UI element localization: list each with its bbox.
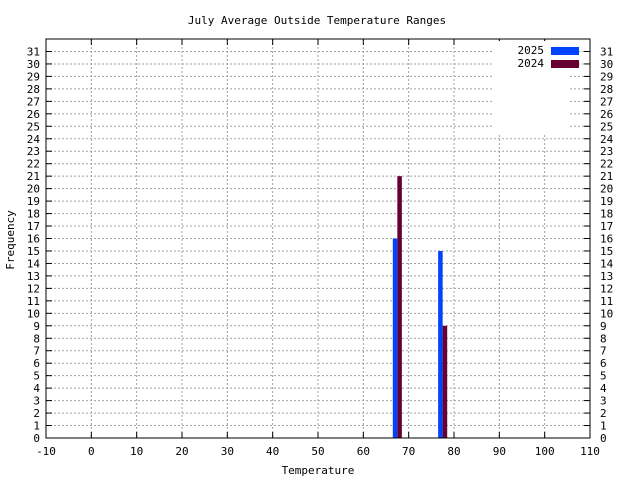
y-tick-label-left: 17 [27, 220, 40, 233]
y-tick-label-right: 19 [600, 195, 613, 208]
y-tick-label-left: 22 [27, 158, 40, 171]
bar-2025 [438, 250, 443, 438]
y-tick-label-left: 9 [33, 320, 40, 333]
y-tick-label-left: 6 [33, 357, 40, 370]
y-tick-label-right: 25 [600, 120, 613, 133]
y-tick-label-left: 2 [33, 407, 40, 420]
y-tick-label-left: 12 [27, 282, 40, 295]
y-tick-label-left: 3 [33, 395, 40, 408]
y-tick-label-right: 16 [600, 233, 613, 246]
y-tick-label-left: 18 [27, 208, 40, 221]
legend-swatch [551, 47, 579, 55]
bar-2024 [442, 325, 448, 438]
y-tick-label-right: 21 [600, 170, 613, 183]
chart-title: July Average Outside Temperature Ranges [188, 14, 446, 27]
y-tick-label-right: 28 [600, 83, 613, 96]
bar-2024 [397, 176, 402, 438]
y-tick-label-right: 30 [600, 58, 613, 71]
legend-box [492, 41, 570, 133]
bars [392, 176, 448, 438]
y-tick-label-left: 23 [27, 145, 40, 158]
y-tick-label-right: 1 [600, 420, 607, 433]
y-tick-label-right: 3 [600, 395, 607, 408]
y-tick-label-right: 7 [600, 345, 607, 358]
y-tick-label-left: 11 [27, 295, 40, 308]
y-tick-label-left: 19 [27, 195, 40, 208]
x-axis-label: Temperature [282, 464, 355, 477]
y-tick-label-left: 7 [33, 345, 40, 358]
y-tick-label-left: 21 [27, 170, 40, 183]
y-tick-label-right: 0 [600, 432, 607, 445]
y-tick-label-right: 17 [600, 220, 613, 233]
y-tick-label-right: 23 [600, 145, 613, 158]
x-tick-label: 70 [402, 445, 415, 458]
y-tick-label-right: 18 [600, 208, 613, 221]
y-tick-label-left: 30 [27, 58, 40, 71]
x-tick-label: -10 [36, 445, 56, 458]
grid [46, 39, 590, 438]
x-tick-label: 40 [266, 445, 279, 458]
y-tick-label-left: 26 [27, 108, 40, 121]
bar-2025 [392, 238, 398, 438]
y-tick-label-left: 28 [27, 83, 40, 96]
x-tick-label: 100 [535, 445, 555, 458]
y-axis-label: Frequency [4, 210, 17, 270]
y-tick-label-right: 22 [600, 158, 613, 171]
y-tick-label-right: 4 [600, 382, 607, 395]
y-tick-label-right: 13 [600, 270, 613, 283]
y-tick-label-right: 2 [600, 407, 607, 420]
y-tick-label-right: 27 [600, 95, 613, 108]
y-tick-label-left: 1 [33, 420, 40, 433]
legend-swatch [551, 60, 579, 68]
y-tick-label-right: 12 [600, 282, 613, 295]
x-tick-label: 60 [357, 445, 370, 458]
y-tick-label-left: 4 [33, 382, 40, 395]
legend-label: 2025 [518, 44, 545, 57]
y-tick-label-left: 20 [27, 183, 40, 196]
y-tick-label-left: 29 [27, 70, 40, 83]
y-tick-label-left: 27 [27, 95, 40, 108]
y-tick-label-right: 15 [600, 245, 613, 258]
y-tick-label-left: 5 [33, 370, 40, 383]
x-tick-label: 0 [88, 445, 95, 458]
x-tick-label: 110 [580, 445, 600, 458]
y-tick-label-left: 0 [33, 432, 40, 445]
y-tick-label-right: 6 [600, 357, 607, 370]
y-tick-label-left: 10 [27, 307, 40, 320]
x-tick-label: 20 [175, 445, 188, 458]
y-tick-label-left: 25 [27, 120, 40, 133]
y-tick-label-right: 26 [600, 108, 613, 121]
y-tick-label-left: 24 [27, 133, 41, 146]
y-tick-label-right: 14 [600, 257, 614, 270]
y-tick-label-left: 15 [27, 245, 40, 258]
y-tick-label-left: 14 [27, 257, 41, 270]
y-tick-label-right: 29 [600, 70, 613, 83]
y-tick-label-right: 11 [600, 295, 613, 308]
y-tick-label-right: 10 [600, 307, 613, 320]
x-tick-label: 10 [130, 445, 143, 458]
y-tick-label-left: 13 [27, 270, 40, 283]
y-tick-label-right: 9 [600, 320, 607, 333]
x-tick-label: 80 [447, 445, 460, 458]
x-tick-label: 30 [221, 445, 234, 458]
y-tick-label-left: 16 [27, 233, 40, 246]
y-tick-label-right: 5 [600, 370, 607, 383]
y-tick-label-left: 8 [33, 332, 40, 345]
y-tick-label-right: 8 [600, 332, 607, 345]
legend-label: 2024 [518, 57, 545, 70]
y-tick-label-right: 20 [600, 183, 613, 196]
y-tick-label-left: 31 [27, 45, 40, 58]
y-tick-label-right: 24 [600, 133, 614, 146]
y-tick-label-right: 31 [600, 45, 613, 58]
x-tick-label: 90 [493, 445, 506, 458]
x-tick-label: 50 [311, 445, 324, 458]
